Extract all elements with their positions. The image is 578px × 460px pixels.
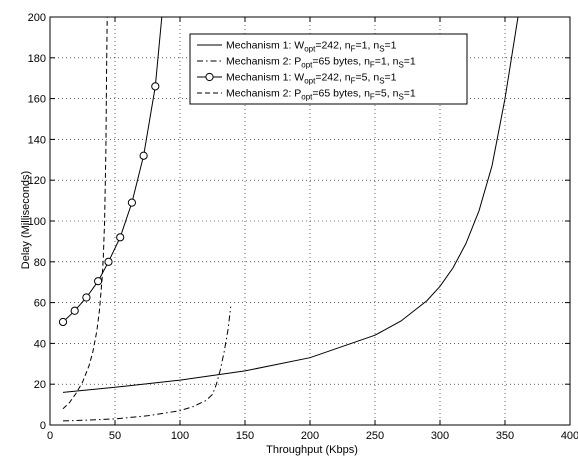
plot-series [58, 17, 519, 422]
legend-text-part: =1, n [375, 56, 399, 68]
x-axis-label: Throughput (Kbps) [266, 444, 358, 456]
legend: Mechanism 1: Wopt=242, nF=1, nS=1Mechani… [189, 33, 468, 105]
series-marker-3 [151, 82, 160, 91]
legend-text-part: =242, n [315, 72, 350, 84]
legend-subscript: F [351, 45, 356, 54]
x-tick-label: 0 [47, 430, 53, 442]
y-tick-label: 80 [34, 257, 46, 269]
legend-marker-3 [205, 72, 214, 82]
legend-text-part: =65 bytes, n [312, 88, 370, 100]
legend-subscript: S [398, 93, 403, 102]
series-marker-3 [116, 233, 125, 242]
legend-subscript: S [379, 45, 384, 54]
y-tick-label: 120 [28, 175, 46, 187]
series-marker-3 [104, 257, 113, 266]
series-line-1 [62, 17, 519, 393]
x-tick-label: 350 [496, 430, 514, 442]
x-tick-label: 100 [171, 430, 189, 442]
legend-text-part: =1, n [356, 40, 380, 52]
legend-text-part: =1 [404, 88, 416, 100]
legend-text-part: =5, n [356, 72, 380, 84]
series-marker-3 [82, 293, 91, 302]
legend-text-part: =5, n [375, 88, 399, 100]
y-tick-label: 200 [28, 12, 46, 24]
series-marker-3 [94, 277, 103, 286]
series-marker-3 [139, 151, 148, 160]
ticks: 0 50 100 150 200 250 300 350 400 0 20 40 60 80 100 120 1… [28, 12, 578, 442]
legend-label-2: Mechanism 2: Popt=65 bytes, nF=1, nS=1 [226, 56, 416, 70]
legend-subscript: opt [304, 45, 316, 54]
legend-subscript: opt [301, 61, 313, 70]
x-tick-label: 250 [366, 430, 384, 442]
legend-subscript: opt [301, 93, 313, 102]
series-line-2 [62, 306, 232, 422]
y-tick-label: 60 [34, 298, 46, 310]
y-tick-label: 180 [28, 53, 46, 65]
series-line-4 [62, 17, 108, 410]
legend-label-3: Mechanism 1: Wopt=242, nF=5, nS=1 [226, 72, 397, 86]
legend-subscript: F [351, 77, 356, 86]
y-tick-label: 20 [34, 379, 46, 391]
legend-text-part: =65 bytes, n [312, 56, 370, 68]
legend-label-1: Mechanism 1: Wopt=242, nF=1, nS=1 [226, 40, 397, 54]
series-marker-3 [58, 317, 68, 327]
legend-text-part: Mechanism 2: P [226, 56, 301, 68]
series-line-3 [62, 17, 163, 323]
series-marker-3 [127, 198, 136, 207]
x-tick-label: 50 [109, 430, 121, 442]
legend-box [189, 33, 468, 105]
legend-text-part: Mechanism 2: P [226, 88, 301, 100]
x-tick-label: 200 [301, 430, 319, 442]
legend-subscript: S [398, 61, 403, 70]
y-tick-label: 140 [28, 134, 46, 146]
x-tick-label: 300 [431, 430, 449, 442]
y-tick-label: 40 [34, 338, 46, 350]
legend-subscript: F [370, 93, 375, 102]
legend-subscript: S [379, 77, 384, 86]
legend-text-part: =242, n [315, 40, 350, 52]
series-marker-3 [70, 306, 79, 315]
legend-label-4: Mechanism 2: Popt=65 bytes, nF=5, nS=1 [226, 88, 416, 102]
legend-subscript: F [370, 61, 375, 70]
legend-text-part: Mechanism 1: W [226, 40, 304, 52]
y-axis-label: Delay (Milliseconds) [20, 171, 32, 269]
legend-text-part: =1 [404, 56, 416, 68]
legend-text-part: Mechanism 1: W [226, 72, 304, 84]
legend-text-part: =1 [385, 72, 397, 84]
x-tick-label: 150 [236, 430, 254, 442]
x-tick-label: 400 [561, 430, 578, 442]
legend-subscript: opt [304, 77, 316, 86]
y-tick-label: 0 [40, 420, 46, 432]
y-tick-label: 160 [28, 94, 46, 106]
legend-text-part: =1 [385, 40, 397, 52]
y-tick-label: 100 [28, 216, 46, 228]
